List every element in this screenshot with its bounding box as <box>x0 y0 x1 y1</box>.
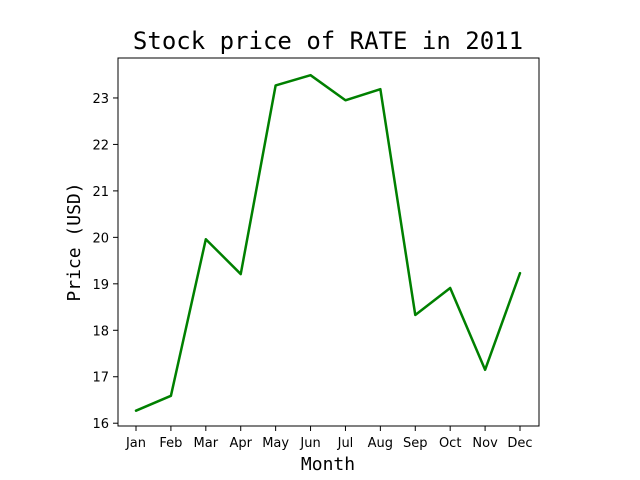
y-tick-label: 18 <box>92 324 109 339</box>
y-axis: 16 17 18 19 20 21 22 23 <box>92 92 118 432</box>
x-tick-label: Dec <box>507 436 532 451</box>
x-tick-label: Mar <box>194 436 219 451</box>
x-axis: Jan Feb Mar Apr May Jun Jul Aug Sep Oct Nov Dec <box>125 426 533 451</box>
x-tick-label: May <box>262 436 289 451</box>
x-tick-label: Apr <box>229 436 252 451</box>
x-tick-label: Sep <box>403 436 428 451</box>
x-tick-label: Jan <box>125 436 146 451</box>
y-tick-label: 20 <box>92 231 109 246</box>
y-tick-label: 16 <box>92 417 109 432</box>
y-tick-label: 17 <box>92 371 109 386</box>
y-tick-label: 21 <box>92 185 109 200</box>
plot-area-frame <box>117 57 540 427</box>
x-tick-label: Nov <box>472 436 498 451</box>
x-axis-label: Month <box>301 454 355 475</box>
y-axis-label: Price (USD) <box>64 182 85 301</box>
x-tick-label: Aug <box>368 436 393 451</box>
x-tick-label: Feb <box>159 436 182 451</box>
series-line <box>134 73 522 412</box>
x-tick-label: Jun <box>299 436 320 451</box>
chart-title: Stock price of RATE in 2011 <box>133 27 523 55</box>
y-tick-label: 22 <box>92 138 109 153</box>
y-tick-label: 19 <box>92 278 109 293</box>
y-tick-label: 23 <box>92 92 109 107</box>
x-tick-label: Jul <box>337 436 354 451</box>
x-tick-label: Oct <box>439 436 461 451</box>
